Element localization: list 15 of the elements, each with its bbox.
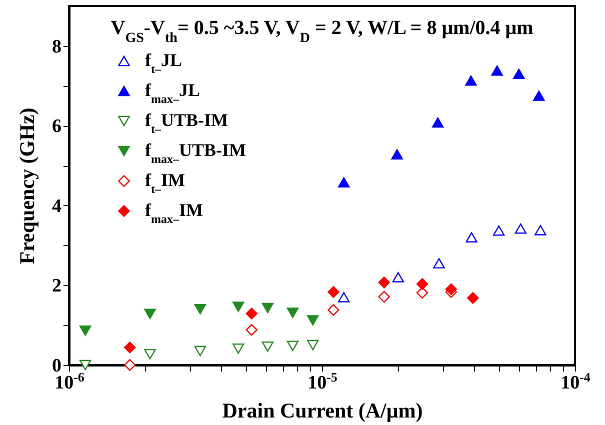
y-tick-label: 4 bbox=[52, 196, 62, 217]
legend-label: f$_{t–}$JL bbox=[145, 50, 182, 76]
x-tick-label: 10$^{-5}$ bbox=[308, 369, 338, 394]
legend-label: f$_{t–}$UTB-IM bbox=[145, 110, 228, 136]
legend-label: f$_{t–}$IM bbox=[145, 170, 186, 196]
y-tick-label: 2 bbox=[52, 276, 62, 297]
legend-label: f$_{max–}$JL bbox=[145, 80, 200, 106]
x-axis-title: Drain Current (A/μm) bbox=[222, 398, 423, 422]
y-tick-label: 8 bbox=[52, 36, 62, 58]
x-tick-label: 10$^{-4}$ bbox=[560, 369, 591, 394]
legend-label: f$_{max–}$IM bbox=[145, 200, 204, 226]
y-axis-title: Frequency (GHz) bbox=[15, 108, 39, 264]
text: V$_{GS}$-V$_{th}$= 0.5 ~3.5 V, V$_{D}$ = 2 V, W/L = 8 μm/0.4 μm bbox=[110, 17, 534, 46]
y-tick-label: 6 bbox=[52, 116, 62, 138]
legend-label: f$_{max–}$UTB-IM bbox=[145, 140, 246, 166]
